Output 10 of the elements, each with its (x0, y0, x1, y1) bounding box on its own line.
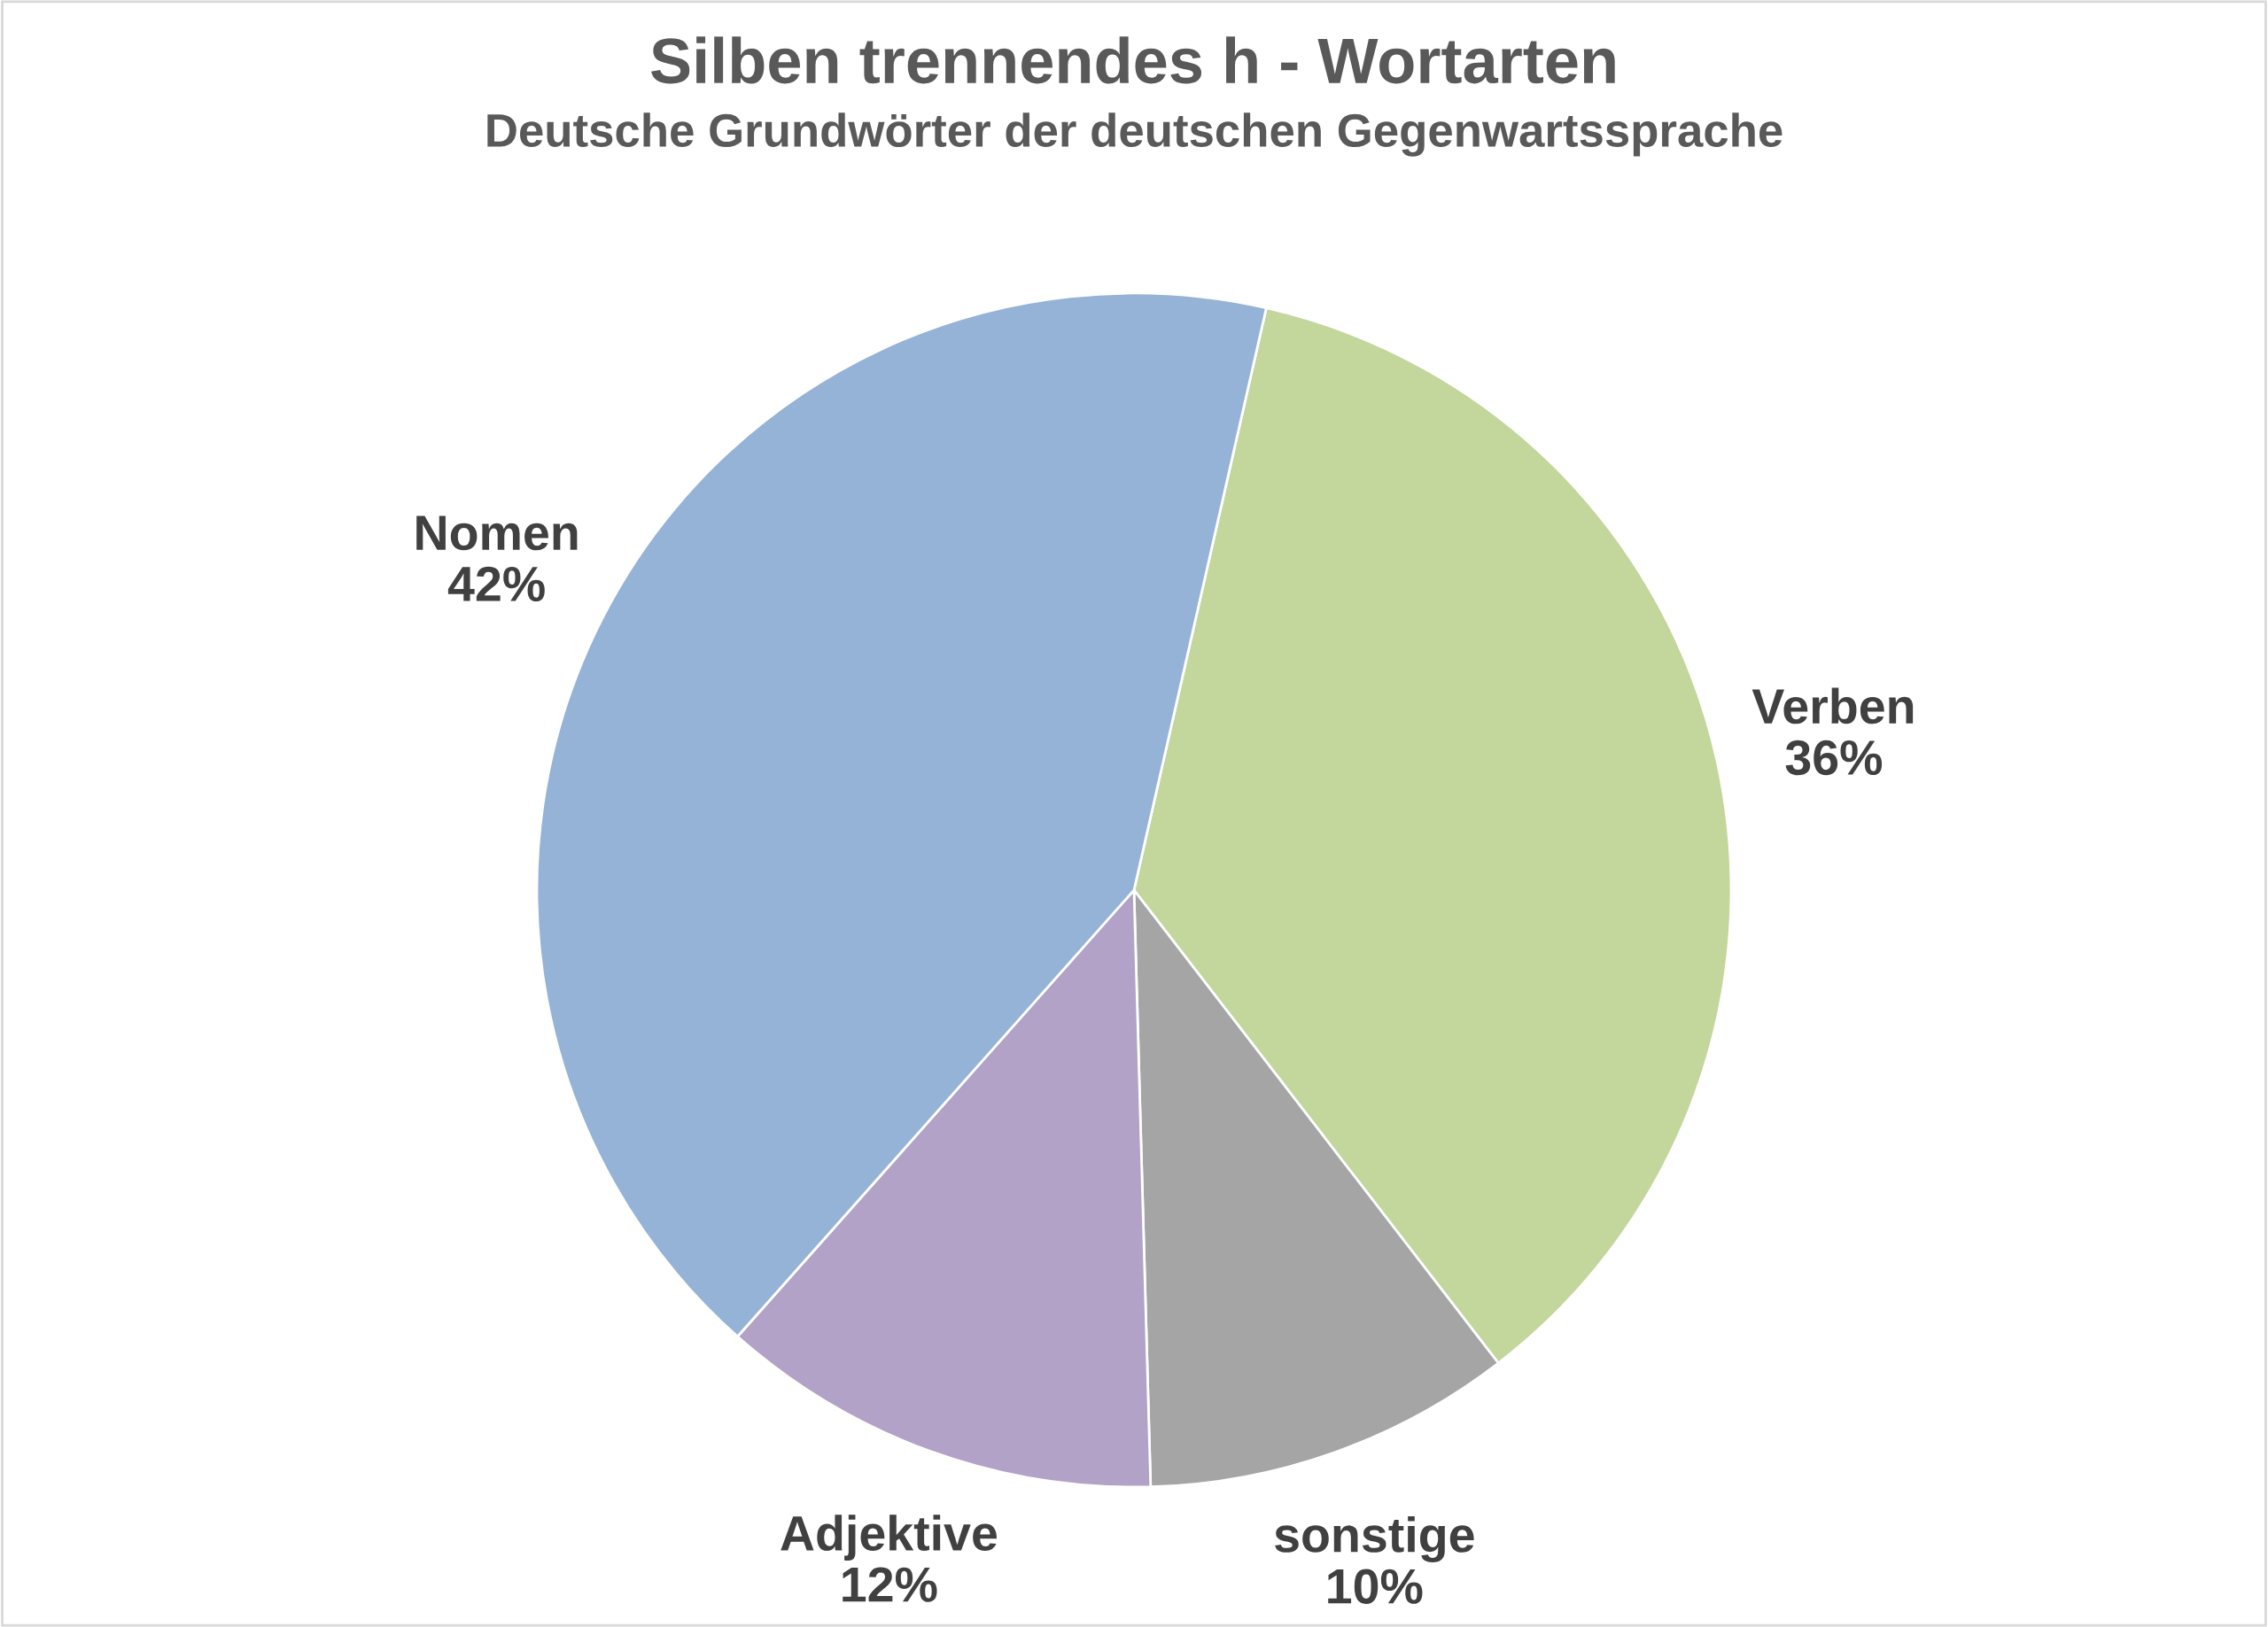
data-label: 12% (843, 1567, 937, 1602)
data-label: 10% (1328, 1569, 1423, 1604)
slice-label: Nomen (416, 515, 578, 551)
slice-label: Verben (1751, 687, 1914, 724)
data-label: 36% (1785, 740, 1883, 776)
slice-label: Adjektive (781, 1515, 997, 1561)
chart-subtitle: Deutsche Grundwörter der deutschen Gegenwartssprache (487, 112, 1783, 157)
chart-title: Silben trennendes h - Wortarten (651, 36, 1615, 84)
slice-label: sonstige (1275, 1516, 1474, 1563)
data-label: 42% (447, 566, 545, 602)
